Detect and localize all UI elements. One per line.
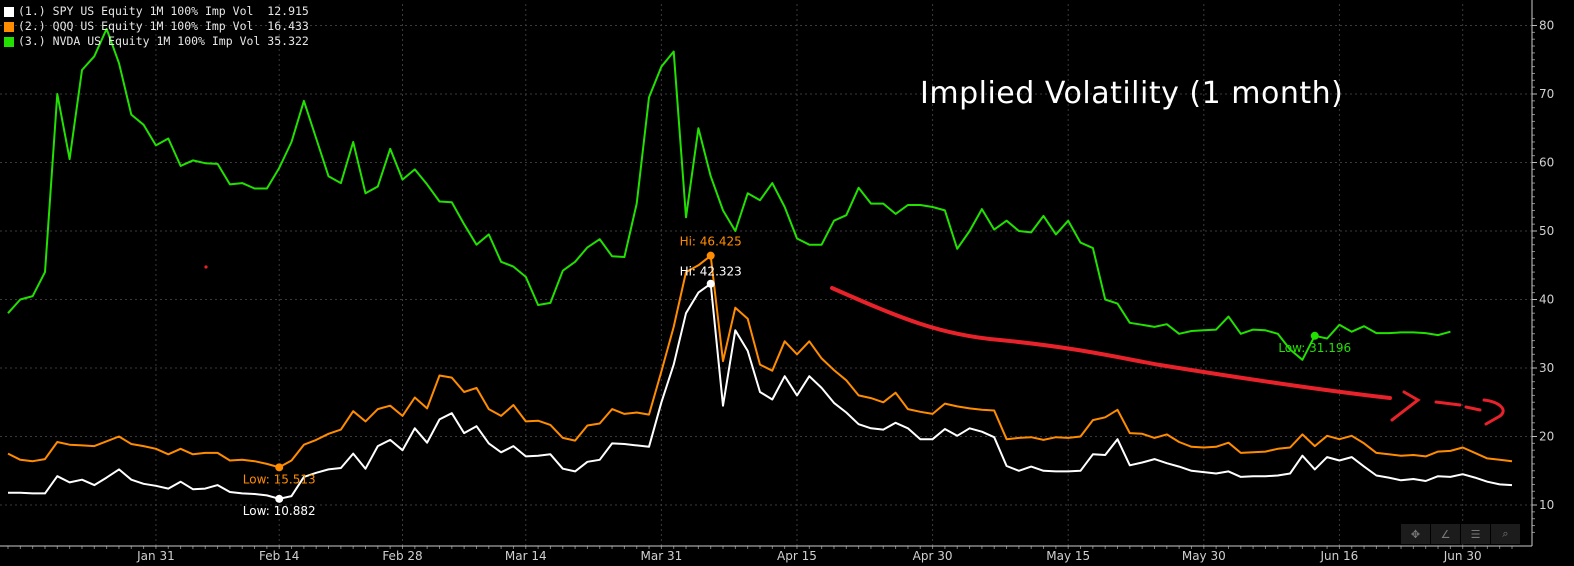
legend-item-nvda[interactable]: (3.) NVDA US Equity 1M 100% Imp Vol 35.3… <box>4 34 309 49</box>
series-line-nvda <box>7 27 1451 361</box>
annotation-marker <box>275 463 284 472</box>
legend-swatch-qqq <box>4 21 14 32</box>
legend-prefix: (3.) <box>18 34 46 48</box>
downtrend-dash-2 <box>1464 405 1482 412</box>
x-tick-label: Mar 31 <box>641 549 683 563</box>
x-tick-label: Feb 14 <box>259 549 299 563</box>
y-tick-label: 30 <box>1539 361 1554 375</box>
x-tick-label: Apr 30 <box>913 549 953 563</box>
annotation-label: Low: 15.513 <box>243 472 316 486</box>
x-tick-label: May 15 <box>1046 549 1090 563</box>
x-tick-label: May 30 <box>1182 549 1226 563</box>
grid-lines <box>0 4 1532 546</box>
legend-swatch-nvda <box>4 36 14 47</box>
chart-title: Implied Volatility (1 month) <box>920 76 1344 111</box>
x-tick-label: Apr 15 <box>777 549 817 563</box>
legend-swatch-spy <box>4 6 14 17</box>
legend-value: 16.433 <box>267 19 309 33</box>
legend-value: 12.915 <box>267 4 309 18</box>
legend-prefix: (2.) <box>18 19 46 33</box>
x-tick-label: Jan 31 <box>136 549 175 563</box>
legend-label: QQQ US Equity 1M 100% Imp Vol <box>52 19 254 33</box>
legend: (1.) SPY US Equity 1M 100% Imp Vol 12.91… <box>4 4 309 49</box>
annotation-marker <box>706 251 715 260</box>
y-tick-label: 50 <box>1539 224 1554 238</box>
legend-label: SPY US Equity 1M 100% Imp Vol <box>52 4 254 18</box>
downtrend-arrow-head-2 <box>1482 398 1505 426</box>
x-tick-label: Jun 30 <box>1443 549 1482 563</box>
annotation-marker <box>706 279 715 288</box>
x-tick-label: Jun 16 <box>1319 549 1358 563</box>
downtrend-arrow-head <box>1390 390 1421 422</box>
legend-item-qqq[interactable]: (2.) QQQ US Equity 1M 100% Imp Vol 16.43… <box>4 19 309 34</box>
annotation-label: Low: 31.196 <box>1278 341 1351 355</box>
y-tick-label: 40 <box>1539 293 1554 307</box>
zoom-icon[interactable]: ⌕ <box>1490 524 1520 544</box>
chart-toolbar: ✥ ∠ ☰ ⌕ <box>1400 524 1520 544</box>
y-tick-label: 10 <box>1539 498 1554 512</box>
annotation-marker <box>1310 331 1319 340</box>
stray-dot <box>204 265 208 269</box>
series-lines <box>7 27 1513 500</box>
y-tick-label: 70 <box>1539 87 1554 101</box>
y-tick-label: 60 <box>1539 156 1554 170</box>
y-tick-label: 20 <box>1539 430 1554 444</box>
downtrend-arrow-line <box>830 286 1392 400</box>
annotation-marker <box>275 494 284 503</box>
downtrend-dash-1 <box>1434 400 1462 407</box>
crosshair-icon[interactable]: ✥ <box>1400 524 1430 544</box>
legend-value: 35.322 <box>267 34 309 48</box>
legend-prefix: (1.) <box>18 4 46 18</box>
trend-annotation <box>204 265 1505 426</box>
y-tick-label: 80 <box>1539 19 1554 33</box>
x-tick-label: Feb 28 <box>382 549 422 563</box>
series-line-spy <box>8 282 1513 500</box>
x-tick-label: Mar 14 <box>505 549 547 563</box>
annotation-label: Hi: 46.425 <box>680 235 742 249</box>
hi-low-annotations: Low: 10.882 Low: 15.513 Hi: 46.425 Hi: 42.3… <box>243 235 1351 518</box>
annotation-label: Hi: 42.323 <box>680 265 742 279</box>
series-line-qqq <box>7 254 1513 469</box>
legend-label: NVDA US Equity 1M 100% Imp Vol <box>52 34 261 48</box>
legend-item-spy[interactable]: (1.) SPY US Equity 1M 100% Imp Vol 12.91… <box>4 4 309 19</box>
annotation-label: Low: 10.882 <box>243 504 316 518</box>
table-icon[interactable]: ☰ <box>1460 524 1490 544</box>
draw-line-icon[interactable]: ∠ <box>1430 524 1460 544</box>
